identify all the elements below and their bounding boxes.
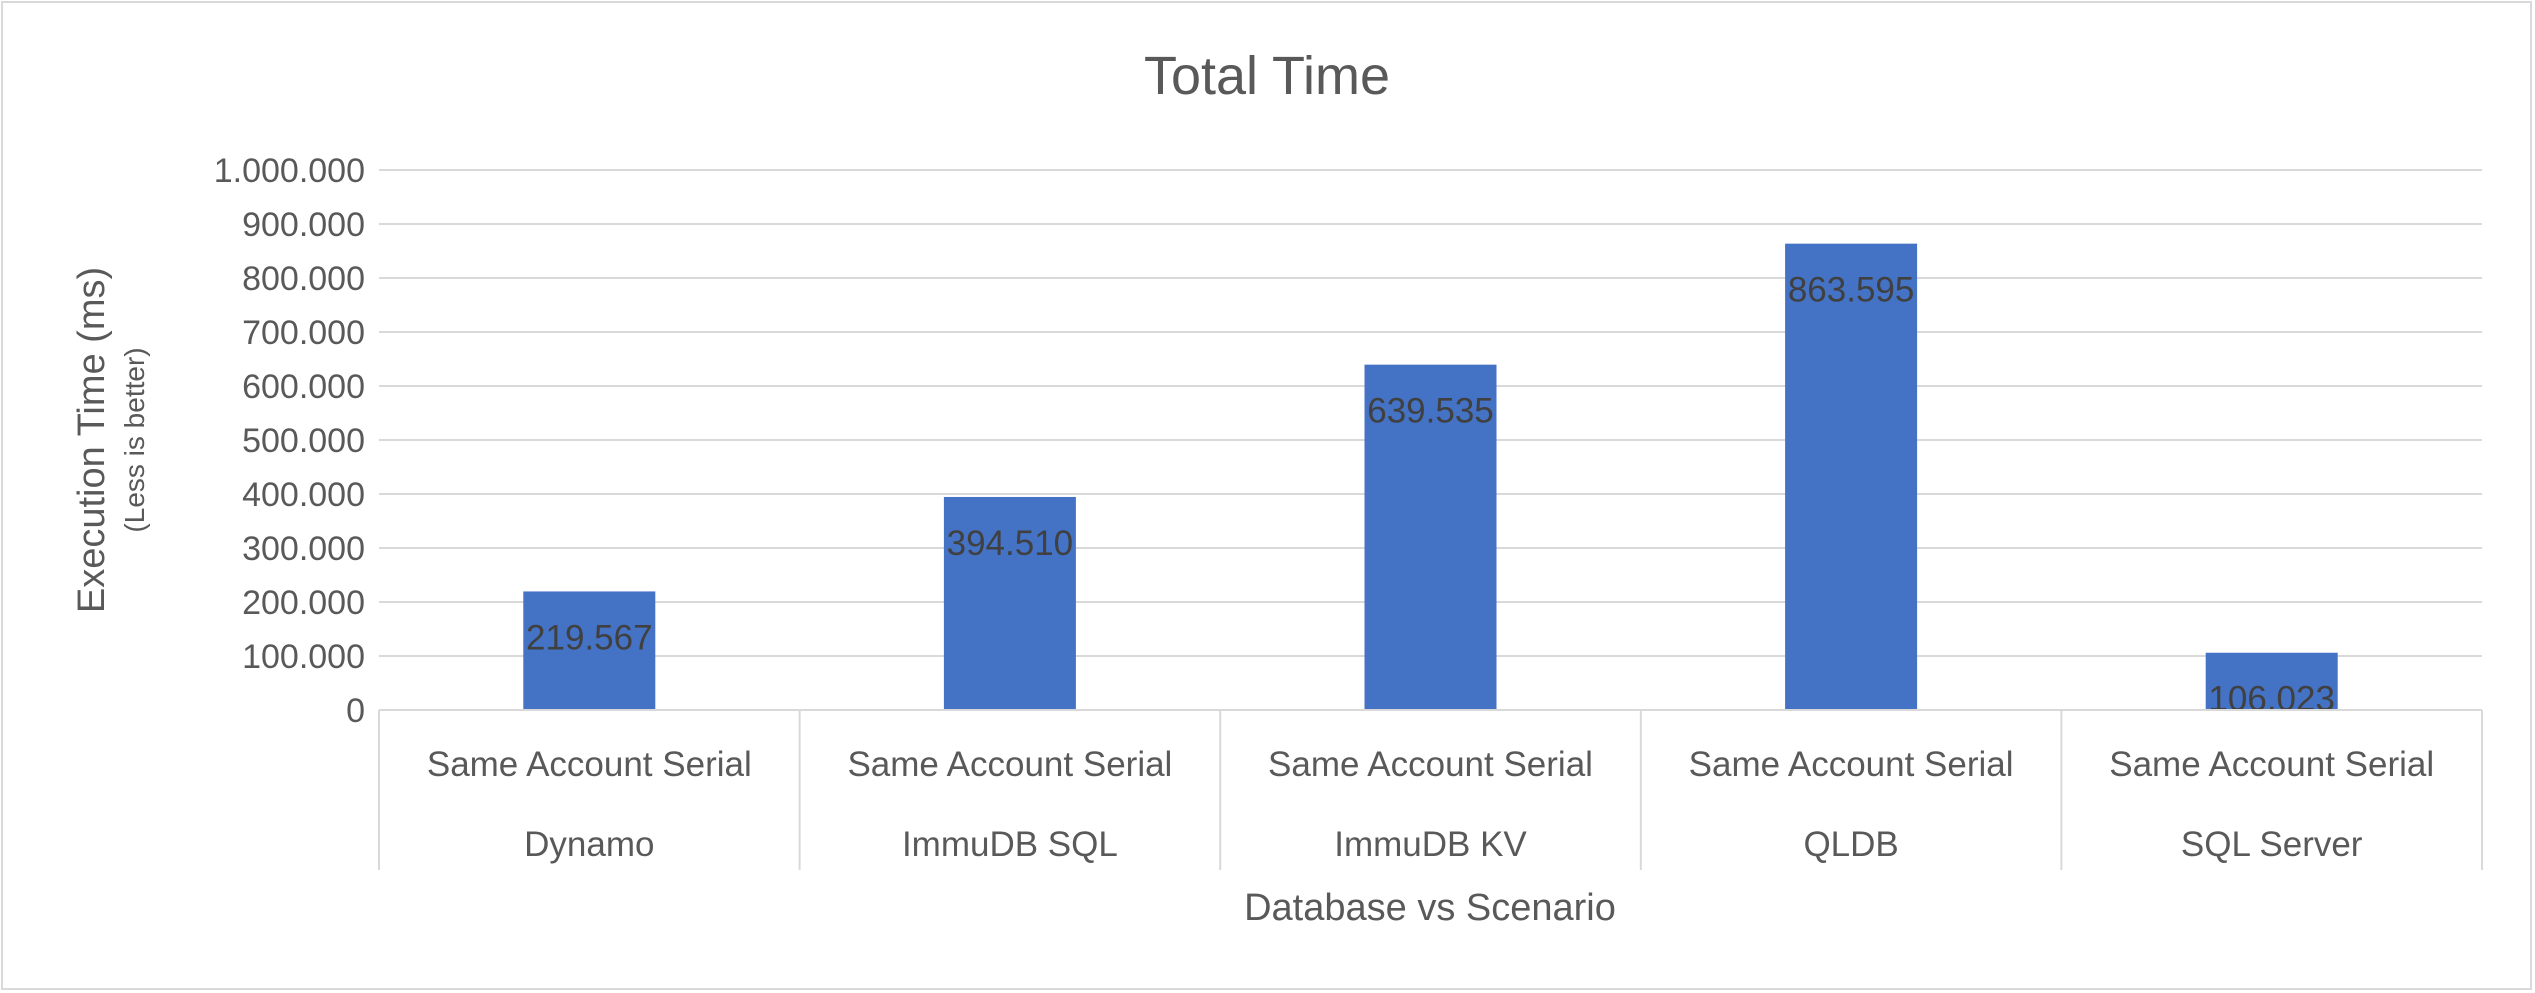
x-category-scenario: Same Account Serial — [427, 745, 752, 784]
bar — [2205, 652, 2338, 710]
data-label: 219.567 — [526, 618, 653, 657]
y-tick-label: 800.000 — [242, 260, 365, 298]
data-label: 106.023 — [2208, 680, 2335, 719]
bar — [523, 591, 656, 710]
x-category-database: Dynamo — [524, 825, 654, 864]
y-tick-label: 400.000 — [242, 476, 365, 514]
x-category-database: ImmuDB KV — [1334, 825, 1527, 864]
bar — [943, 496, 1076, 710]
data-labels: 219.567 394.510 639.535 863.595 106.023 — [526, 271, 2335, 719]
y-tick-label: 1.000.000 — [214, 152, 365, 190]
data-label: 639.535 — [1367, 392, 1494, 431]
y-tick-label: 500.000 — [242, 422, 365, 460]
y-tick-label: 100.000 — [242, 638, 365, 676]
x-category-database: ImmuDB SQL — [902, 825, 1118, 864]
y-tick-label: 0 — [346, 692, 365, 730]
y-tick-label: 900.000 — [242, 206, 365, 244]
y-axis-ticks: 0 100.000 200.000 300.000 400.000 500.000 600.… — [214, 152, 365, 730]
x-axis-title: Database vs Scenario — [1244, 887, 1616, 929]
chart-title: Total Time — [1144, 46, 1390, 106]
data-label: 863.595 — [1788, 271, 1915, 310]
x-category-database: QLDB — [1803, 825, 1898, 864]
y-tick-label: 600.000 — [242, 368, 365, 406]
x-axis: Same Account Serial Dynamo Same Account Se… — [378, 709, 2483, 870]
data-label: 394.510 — [947, 524, 1074, 563]
y-axis-title-group: Execution Time (ms) (Less is better) — [71, 267, 150, 613]
x-category-scenario: Same Account Serial — [847, 745, 1172, 784]
x-category-database: SQL Server — [2181, 825, 2363, 864]
x-category-scenario: Same Account Serial — [2109, 745, 2434, 784]
y-tick-label: 200.000 — [242, 584, 365, 622]
x-category-scenario: Same Account Serial — [1689, 745, 2014, 784]
y-axis-title: Execution Time (ms) — [71, 267, 113, 613]
bar — [1785, 243, 1918, 711]
y-tick-label: 300.000 — [242, 530, 365, 568]
y-axis-subtitle: (Less is better) — [119, 347, 150, 532]
gridlines — [379, 169, 2482, 657]
y-tick-label: 700.000 — [242, 314, 365, 352]
bars — [523, 243, 2338, 711]
x-category-scenario: Same Account Serial — [1268, 745, 1593, 784]
bar — [1364, 364, 1497, 710]
